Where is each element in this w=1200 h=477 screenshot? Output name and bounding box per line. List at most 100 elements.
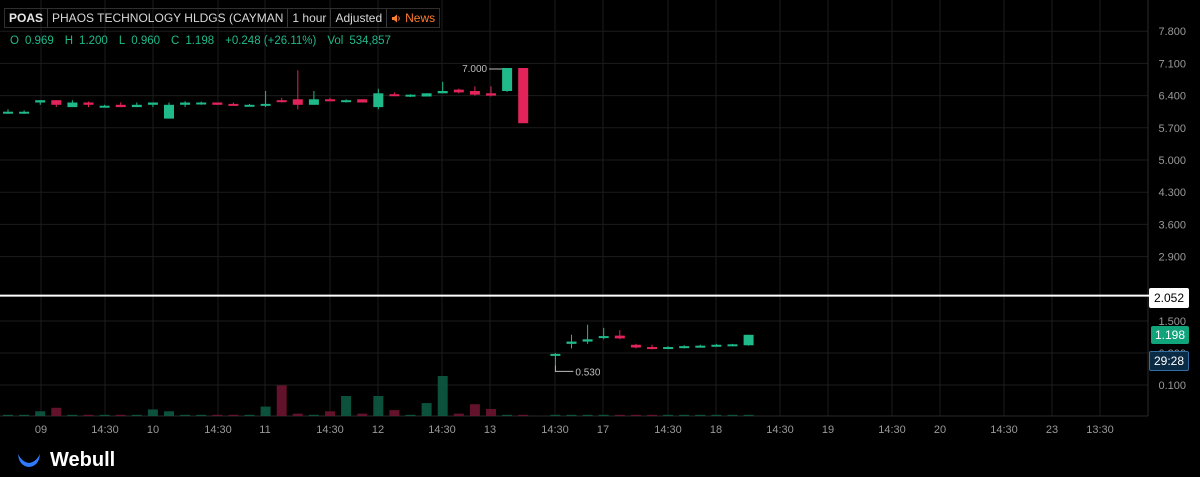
candle-body — [566, 341, 577, 344]
webull-logo[interactable]: Webull — [16, 449, 115, 472]
last-price-badge: 1.198 — [1150, 326, 1189, 344]
x-tick-label: 20 — [934, 424, 946, 436]
candle-body — [711, 344, 722, 347]
high-label: H — [64, 35, 74, 47]
x-tick-label: 14:30 — [91, 424, 119, 436]
candle-body — [67, 102, 78, 108]
candle-body — [180, 102, 191, 105]
candle-body — [518, 68, 529, 124]
high-annotation: 7.000 — [462, 64, 487, 75]
symbol-label[interactable]: POAS — [5, 9, 49, 27]
candle-body — [83, 102, 94, 105]
toolbar-group: POAS PHAOS TECHNOLOGY HLDGS (CAYMAN 1 ho… — [4, 8, 441, 28]
candle-body — [212, 102, 223, 105]
candle-body — [389, 94, 400, 97]
volume-bar — [614, 414, 625, 416]
y-tick-label: 3.600 — [1158, 219, 1186, 231]
x-tick-label: 14:30 — [654, 424, 682, 436]
volume-bar — [630, 414, 641, 416]
y-tick-label: 5.700 — [1158, 123, 1186, 135]
low-label: L — [118, 35, 126, 47]
candle-body — [486, 93, 496, 96]
volume-bar — [292, 413, 303, 416]
x-tick-label: 11 — [259, 424, 270, 436]
adjusted-button[interactable]: Adjusted — [331, 9, 388, 27]
candle-body — [164, 104, 174, 119]
volume-bar — [518, 414, 529, 416]
news-label: News — [405, 11, 436, 25]
volume-bar — [598, 414, 609, 416]
interval-button[interactable]: 1 hour — [288, 9, 332, 27]
candle-body — [357, 99, 368, 103]
candle-body — [405, 94, 416, 97]
candle-body — [679, 346, 690, 349]
candle-body — [19, 111, 30, 114]
volume-bar — [437, 376, 448, 416]
x-tick-label: 12 — [372, 424, 384, 436]
webull-logo-icon — [18, 453, 40, 467]
candle-body — [614, 335, 625, 339]
volume-bar — [244, 414, 255, 416]
volume-bar — [212, 414, 223, 416]
volume-bar — [357, 413, 368, 416]
volume-bar — [582, 414, 593, 416]
volume-bar — [373, 396, 384, 416]
candle-body — [147, 102, 158, 105]
speaker-icon — [392, 14, 400, 22]
x-tick-label: 14:30 — [204, 424, 232, 436]
x-tick-label: 19 — [822, 424, 834, 436]
candle-body — [115, 104, 126, 108]
x-tick-label: 14:30 — [316, 424, 344, 436]
x-tick-label: 14:30 — [990, 424, 1018, 436]
candle-body — [727, 344, 738, 347]
price-chart[interactable]: 0.1000.8001.5002.9003.6004.3005.0005.700… — [0, 0, 1200, 437]
y-tick-label: 5.000 — [1158, 155, 1186, 167]
volume-bar — [679, 414, 690, 416]
footer-bar — [0, 437, 1200, 477]
volume-bar — [35, 411, 46, 416]
volume-bar — [727, 414, 738, 416]
candle-body — [325, 99, 335, 102]
x-tick-label: 14:30 — [878, 424, 906, 436]
volume-bar — [453, 413, 464, 416]
news-button[interactable]: News — [387, 9, 439, 27]
candle-body — [695, 345, 706, 348]
change-value: +0.248 (+26.11%) — [225, 35, 317, 47]
volume-bar — [131, 414, 142, 416]
candle-body — [743, 334, 754, 346]
candle-body — [341, 100, 352, 103]
volume-bar — [196, 414, 207, 416]
volume-bar — [276, 385, 287, 416]
volume-bar — [566, 414, 577, 416]
volume-bar — [469, 404, 480, 416]
y-tick-label: 1.500 — [1158, 316, 1186, 328]
low-annotation: 0.530 — [575, 367, 600, 378]
close-value: 1.198 — [185, 35, 215, 47]
candle-body — [663, 347, 674, 350]
line-price-badge[interactable]: 2.052 — [1148, 288, 1189, 308]
high-value: 1.200 — [79, 35, 108, 47]
candle-body — [276, 100, 287, 103]
x-tick-label: 14:30 — [766, 424, 794, 436]
volume-bar — [83, 414, 94, 416]
candle-body — [582, 339, 593, 342]
candle-body — [437, 91, 448, 94]
open-label: O — [10, 35, 19, 47]
y-tick-label: 7.100 — [1158, 58, 1186, 70]
x-tick-label: 13 — [484, 424, 496, 436]
candle-body — [550, 353, 561, 356]
volume-bar — [743, 414, 754, 416]
chart-toolbar: POAS PHAOS TECHNOLOGY HLDGS (CAYMAN 1 ho… — [4, 8, 441, 28]
volume-bar — [115, 414, 126, 416]
y-tick-label: 0.100 — [1158, 380, 1186, 392]
ohlc-readout: O 0.969 H 1.200 L 0.960 C 1.198 +0.248 (… — [10, 35, 396, 47]
volume-bar — [421, 403, 432, 416]
candle-body — [244, 104, 255, 107]
candle-body — [260, 103, 271, 106]
close-label: C — [171, 35, 180, 47]
volume-value: 534,857 — [349, 35, 391, 47]
volume-bar — [260, 406, 271, 416]
candle-body — [647, 347, 657, 350]
candle-body — [453, 89, 464, 93]
volume-bar — [502, 414, 513, 416]
